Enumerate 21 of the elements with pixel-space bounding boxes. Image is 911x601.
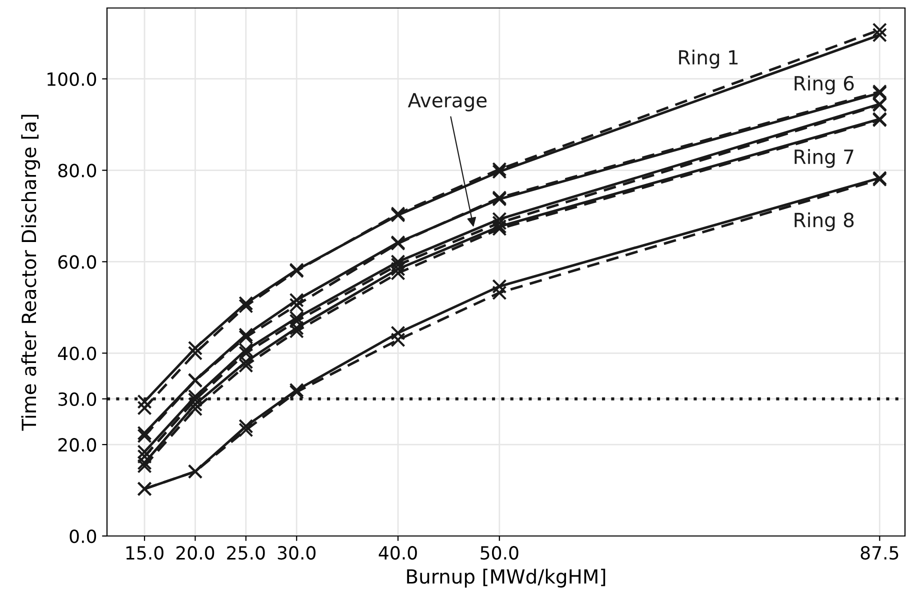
y-tick-label: 0.0 — [70, 529, 96, 544]
x-tick-label: 40.0 — [378, 546, 417, 560]
series-label: Ring 1 — [679, 50, 738, 68]
series-label: Ring 8 — [794, 212, 854, 232]
x-tick-label: 25.0 — [227, 546, 265, 560]
y-tick-label: 80.0 — [58, 164, 96, 178]
x-tick-label: 15.0 — [126, 546, 164, 560]
x-tick-label: 50.0 — [480, 546, 518, 560]
annotation: Average — [408, 93, 487, 112]
x-axis-title: Burnup [MWd/kgHM] — [407, 568, 606, 588]
series-label: Ring 7 — [794, 149, 854, 168]
y-tick-label: 60.0 — [58, 255, 96, 269]
y-tick-label: 100.0 — [48, 72, 96, 86]
y-tick-label: 30.0 — [58, 392, 96, 406]
y-tick-label: 40.0 — [58, 346, 96, 360]
x-tick-label: 20.0 — [176, 546, 214, 560]
y-axis-title: Time after Reactor Discharge [a] — [21, 114, 40, 431]
series-label: Ring 6 — [794, 76, 854, 94]
y-tick-label: 20.0 — [58, 438, 96, 452]
x-tick-label: 87.5 — [860, 546, 898, 560]
x-tick-label: 30.0 — [278, 546, 316, 560]
